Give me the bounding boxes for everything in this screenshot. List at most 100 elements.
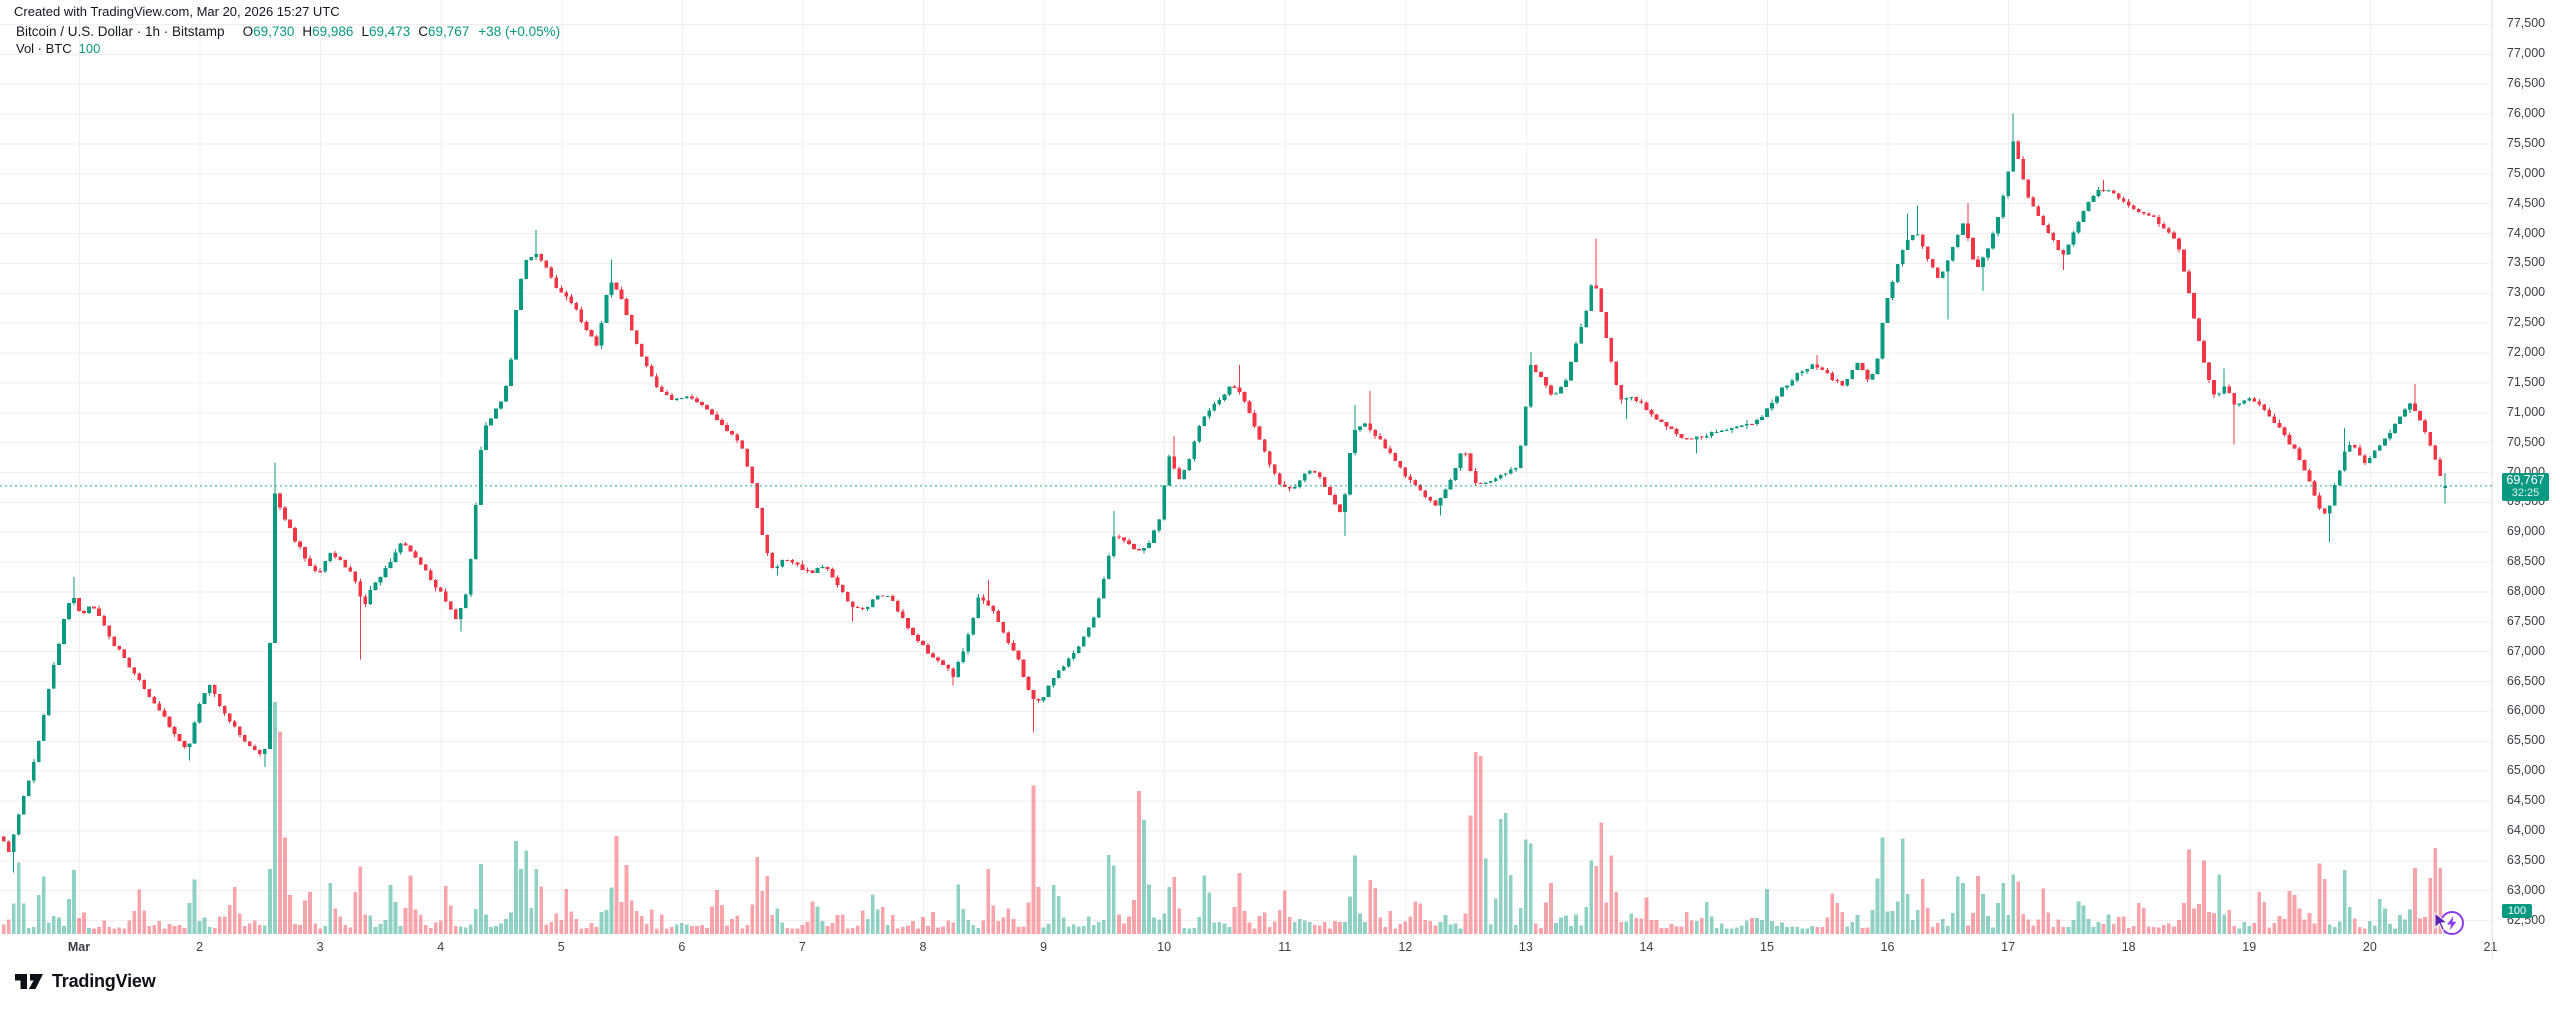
volume-bar [1991,927,1995,934]
candle-body [619,289,624,299]
volume-bar [800,925,805,934]
volume-bar [1237,873,1242,934]
volume-bar [2182,903,2186,934]
candle-body [2257,401,2262,405]
volume-bar [1825,917,1830,934]
volume-bar [1574,914,1578,934]
cursor-lightning-badge[interactable] [2428,905,2470,941]
volume-bar [855,925,860,934]
candle-body [1423,490,1428,498]
volume-bar [760,891,765,934]
volume-bar [41,876,46,934]
volume-bar [428,928,433,934]
symbol-title[interactable]: Bitcoin / U.S. Dollar · 1h · Bitstamp [16,24,225,39]
candle-body [92,606,96,609]
volume-bar [2016,881,2021,934]
volume-bar [1353,855,1357,934]
candle-body [981,597,986,601]
volume-bar [825,926,830,934]
candle-body [1800,371,1804,373]
volume-bar [1217,921,1222,934]
volume-bar [2277,916,2282,934]
volume-bar [2156,927,2161,934]
volume-bar [1508,875,1513,934]
candle-body [2398,416,2402,425]
candle-body [448,601,453,610]
h-gridline [0,23,2492,25]
volume-bar [554,913,559,934]
tradingview-logo[interactable]: TradingView [14,970,156,992]
volume-bar [2267,927,2272,934]
volume-bar [780,922,785,934]
candle-body [2297,448,2302,460]
volume-bar [2187,849,2191,934]
candle-body [1634,397,1639,402]
volume-bar [1815,927,1820,934]
candle-body [800,564,805,570]
candle-body [1463,453,1468,455]
candle-body [308,558,312,566]
volume-bar [92,928,96,934]
volume-bar [122,928,127,934]
candle-body [845,591,850,602]
candle-wick [73,577,75,606]
volume-bar [850,928,855,934]
candle-body [358,581,363,597]
volume-bar [293,924,297,934]
volume-bar [494,925,498,934]
volume-bar [1599,822,1604,934]
volume-bar [36,895,41,934]
candle-body [2187,271,2191,294]
candle-body [1147,543,1151,548]
candle-body [1348,453,1352,495]
volume-bar [72,870,76,934]
candle-body [780,559,785,567]
volume-bar [192,879,197,934]
volume-bar [725,925,729,934]
v-gridline [1887,0,1889,934]
candle-body [750,466,755,484]
candle-body [1333,494,1337,505]
candle-body [2262,404,2267,411]
candle-wick [2344,427,2346,472]
candle-body [589,330,594,337]
time-axis[interactable]: Mar 2 3 4 5 6 7 8 9 10 11 12 13 14 15 16 17 18 19 20 21 [0,935,2497,958]
candle-body [1845,379,1850,386]
volume-bar [805,921,810,934]
candle-body [609,282,614,295]
ohlc-key: C [418,24,428,39]
candle-body [1433,500,1438,506]
candle-body [2106,190,2111,192]
volume-bar [1880,837,1885,934]
tradingview-logo-text[interactable]: TradingView [52,970,156,991]
volume-bar [1513,925,1518,934]
time-tick-label: 21 [2483,940,2498,954]
volume-bar [1956,876,1960,934]
volume-bar [1669,924,1674,934]
candle-body [1760,417,1764,420]
volume-bar [514,840,518,934]
volume-bar [2177,920,2181,934]
candle-body [1775,396,1779,403]
candle-body [107,625,111,637]
volume-bar [820,920,825,934]
candle-body [252,745,257,751]
candle-body [2162,224,2166,229]
candle-wick [2414,384,2416,412]
volume-bar [232,886,237,934]
time-tick-label: 9 [1040,940,1048,954]
candle-body [1559,386,1563,394]
volume-bar [971,925,976,934]
candle-body [594,336,599,346]
candle-body [1197,425,1202,442]
candle-body [474,505,478,560]
candle-body [1740,425,1744,427]
candle-wick [2062,249,2064,271]
volume-bar [1478,755,1483,934]
candle-body [278,493,282,508]
volume-bar [1689,920,1694,934]
candle-body [1981,257,1985,268]
candle-body [1076,646,1081,653]
candle-body [1061,666,1066,671]
